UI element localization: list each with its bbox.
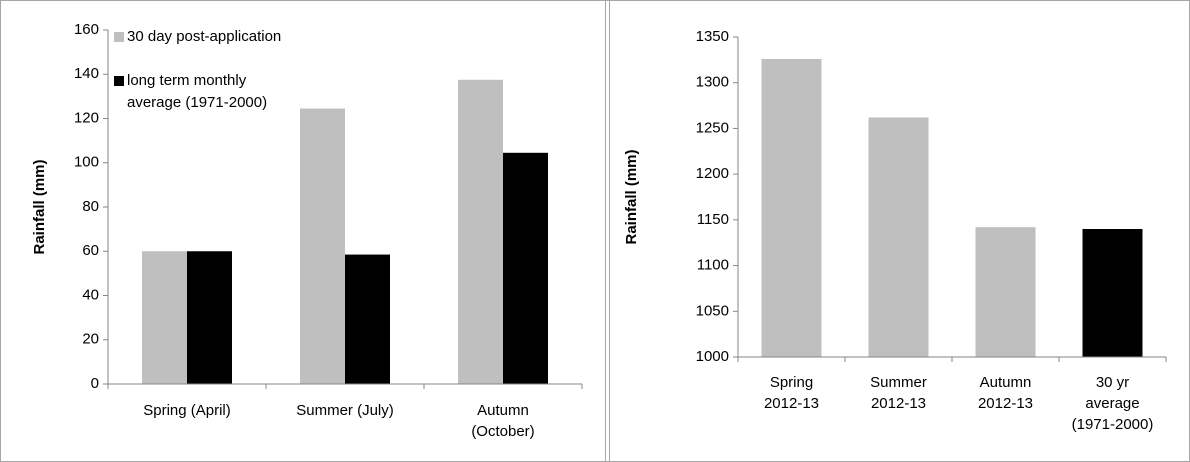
bar [761, 58, 822, 357]
bar [458, 79, 503, 384]
x-tick-label: Spring (April) [143, 402, 231, 419]
x-tick-label: Autumn [477, 402, 529, 419]
y-tick-label: 1100 [697, 257, 729, 274]
y-tick-label: 1350 [696, 28, 729, 45]
bar [345, 254, 390, 384]
bar [187, 251, 232, 384]
x-tick-label: (October) [471, 423, 534, 440]
y-tick-label: 1300 [696, 74, 729, 91]
y-axis-label: Rainfall (mm) [623, 149, 640, 244]
legend: 30 day post-application long term monthly… [114, 26, 289, 128]
legend-swatch [114, 32, 124, 42]
legend-item: 30 day post-application [114, 26, 289, 48]
x-tick-label: 2012-13 [871, 395, 926, 412]
bar [142, 251, 187, 384]
x-tick-label: average [1085, 395, 1139, 412]
y-axis-label: Rainfall (mm) [31, 159, 48, 254]
y-tick-label: 1050 [696, 302, 729, 319]
legend-swatch [114, 76, 124, 86]
x-tick-label: Autumn [980, 374, 1032, 391]
bar [868, 117, 929, 357]
bar [975, 227, 1036, 357]
y-tick-label: 1000 [696, 348, 729, 365]
x-tick-label: Summer (July) [296, 402, 394, 419]
y-tick-label: 1250 [696, 119, 729, 136]
x-tick-label: 2012-13 [764, 395, 819, 412]
y-tick-label: 20 [82, 331, 99, 348]
y-tick-label: 60 [82, 242, 99, 259]
y-tick-label: 160 [74, 21, 99, 38]
legend-label: 30 day post-application [127, 28, 282, 45]
x-tick-label: 30 yr [1096, 374, 1129, 391]
y-tick-label: 0 [91, 375, 99, 392]
y-tick-label: 140 [74, 65, 99, 82]
bar [1082, 229, 1143, 357]
bar [503, 152, 548, 384]
y-tick-label: 40 [82, 286, 99, 303]
x-tick-label: 2012-13 [978, 395, 1033, 412]
y-tick-label: 100 [74, 154, 99, 171]
x-tick-label: Spring [770, 374, 813, 391]
y-tick-label: 120 [74, 109, 99, 126]
legend-item: long term monthly average (1971-2000) [114, 70, 289, 114]
bar [300, 108, 345, 384]
legend-label: long term monthly average (1971-2000) [127, 72, 268, 111]
x-tick-label: Summer [870, 374, 927, 391]
y-tick-label: 1200 [696, 165, 729, 182]
y-tick-label: 1150 [697, 211, 729, 228]
x-tick-label: (1971-2000) [1072, 416, 1154, 433]
y-tick-label: 80 [82, 198, 99, 215]
